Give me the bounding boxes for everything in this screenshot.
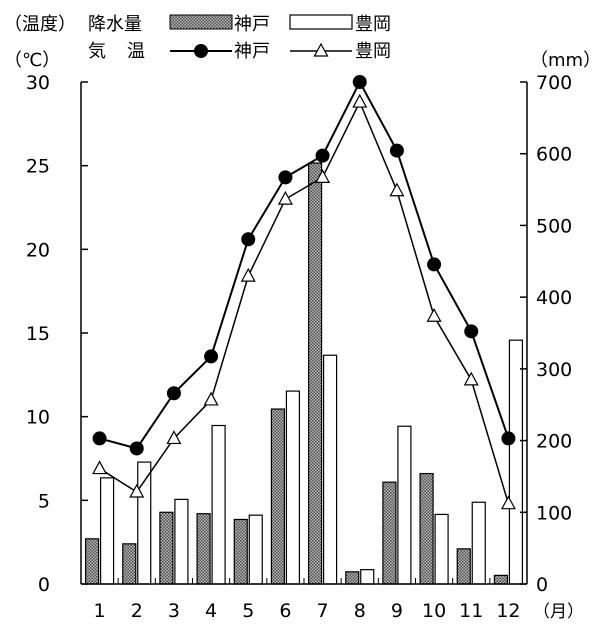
point-kobe-8 <box>352 75 367 89</box>
bar-kobe-6 <box>270 408 286 585</box>
right-axis-unit: （mm） <box>530 50 601 71</box>
x-tick-label-12: 12 <box>496 600 520 622</box>
point-toyooka-10 <box>426 308 442 322</box>
point-kobe-3 <box>166 386 181 401</box>
right-tick-label-100: 100 <box>536 502 572 524</box>
bar-kobe-12 <box>493 574 509 585</box>
bar-kobe-11 <box>456 548 471 585</box>
point-kobe-1 <box>92 431 107 446</box>
bar-kobe-3 <box>159 511 174 585</box>
point-kobe-6 <box>278 170 293 185</box>
bar-kobe-10 <box>419 472 434 585</box>
left-axis-title: （温度） <box>4 14 76 35</box>
bar-kobe-9 <box>382 481 397 585</box>
legend-lines-title-char-2: 温 <box>127 41 145 62</box>
left-tick-label-30: 30 <box>26 72 50 94</box>
point-toyooka-5 <box>240 267 256 282</box>
point-kobe-4 <box>204 349 219 364</box>
x-tick-label-11: 11 <box>459 600 483 622</box>
point-toyooka-11 <box>463 371 479 386</box>
point-kobe-11 <box>464 324 479 339</box>
bar-toyooka-1 <box>99 477 115 585</box>
x-tick-label-10: 10 <box>422 600 446 622</box>
bar-toyooka-7 <box>322 354 338 585</box>
right-tick-label-200: 200 <box>536 431 572 453</box>
left-tick-label-10: 10 <box>26 407 50 429</box>
legend-bar-swatch-toyooka <box>289 14 353 30</box>
right-tick-label-600: 600 <box>536 144 572 166</box>
bar-kobe-7 <box>307 162 323 585</box>
point-toyooka-4 <box>203 391 219 406</box>
point-kobe-5 <box>241 232 256 247</box>
x-tick-label-9: 9 <box>391 600 403 622</box>
bar-toyooka-10 <box>434 513 449 585</box>
right-tick-label-500: 500 <box>536 215 572 237</box>
legend-line-label-kobe: 神戸 <box>234 41 270 62</box>
bar-kobe-4 <box>196 513 211 585</box>
point-toyooka-12 <box>500 495 516 510</box>
x-tick-label-2: 2 <box>131 600 143 622</box>
point-toyooka-8 <box>352 93 368 108</box>
left-tick-label-20: 20 <box>26 239 50 261</box>
point-kobe-10 <box>427 257 442 272</box>
bar-toyooka-11 <box>471 501 486 585</box>
x-axis-unit: （月） <box>533 602 584 622</box>
bar-toyooka-6 <box>285 390 301 585</box>
line-kobe <box>99 79 510 450</box>
point-kobe-2 <box>129 441 144 456</box>
point-toyooka-2 <box>129 483 145 498</box>
left-tick-label-5: 5 <box>38 490 50 512</box>
legend-bar-swatch-kobe <box>169 14 233 30</box>
right-tick-label-300: 300 <box>536 359 572 381</box>
axes-layer <box>80 81 528 585</box>
point-toyooka-1 <box>92 460 108 475</box>
legend: 降水量 気 温 神戸 豊岡 神戸 豊岡 <box>88 14 391 62</box>
legend-bars-title: 降水量 <box>88 14 142 35</box>
left-tick-label-15: 15 <box>26 323 50 345</box>
bar-kobe-2 <box>122 543 137 585</box>
line-toyooka <box>99 100 510 504</box>
x-tick-label-7: 7 <box>317 600 329 622</box>
legend-marker-kobe <box>194 44 208 58</box>
legend-bar-label-kobe: 神戸 <box>234 14 270 35</box>
bar-toyooka-4 <box>211 424 226 585</box>
bar-toyooka-5 <box>248 514 263 585</box>
legend-line-label-toyooka: 豊岡 <box>355 41 391 62</box>
right-tick-label-700: 700 <box>536 72 572 94</box>
legend-lines-title-char-1: 気 <box>88 41 106 62</box>
point-kobe-9 <box>389 143 404 158</box>
bar-kobe-5 <box>233 518 248 585</box>
x-tick-label-6: 6 <box>279 600 291 622</box>
bar-kobe-1 <box>84 538 100 585</box>
x-tick-label-5: 5 <box>242 600 254 622</box>
bar-toyooka-12 <box>508 339 524 585</box>
point-toyooka-7 <box>315 169 331 183</box>
lines-layer <box>92 75 516 510</box>
x-tick-label-4: 4 <box>205 600 217 622</box>
bar-toyooka-3 <box>174 498 189 585</box>
point-kobe-12 <box>501 431 516 446</box>
left-axis-unit: （℃） <box>4 50 60 71</box>
bars-layer <box>84 162 524 585</box>
x-tick-label-3: 3 <box>168 600 180 622</box>
right-tick-label-400: 400 <box>536 287 572 309</box>
bar-toyooka-8 <box>360 569 375 585</box>
bar-kobe-8 <box>345 571 360 585</box>
bar-toyooka-9 <box>397 425 412 585</box>
legend-bar-label-toyooka: 豊岡 <box>355 14 391 35</box>
point-toyooka-3 <box>166 430 182 445</box>
point-toyooka-9 <box>389 182 405 197</box>
point-toyooka-6 <box>277 190 293 205</box>
right-tick-label-0: 0 <box>536 574 548 596</box>
left-tick-label-25: 25 <box>26 156 50 178</box>
legend-marker-toyooka <box>313 42 329 57</box>
x-tick-label-8: 8 <box>354 600 366 622</box>
x-tick-label-1: 1 <box>94 600 106 622</box>
point-kobe-7 <box>315 148 330 163</box>
left-tick-label-0: 0 <box>38 574 50 596</box>
